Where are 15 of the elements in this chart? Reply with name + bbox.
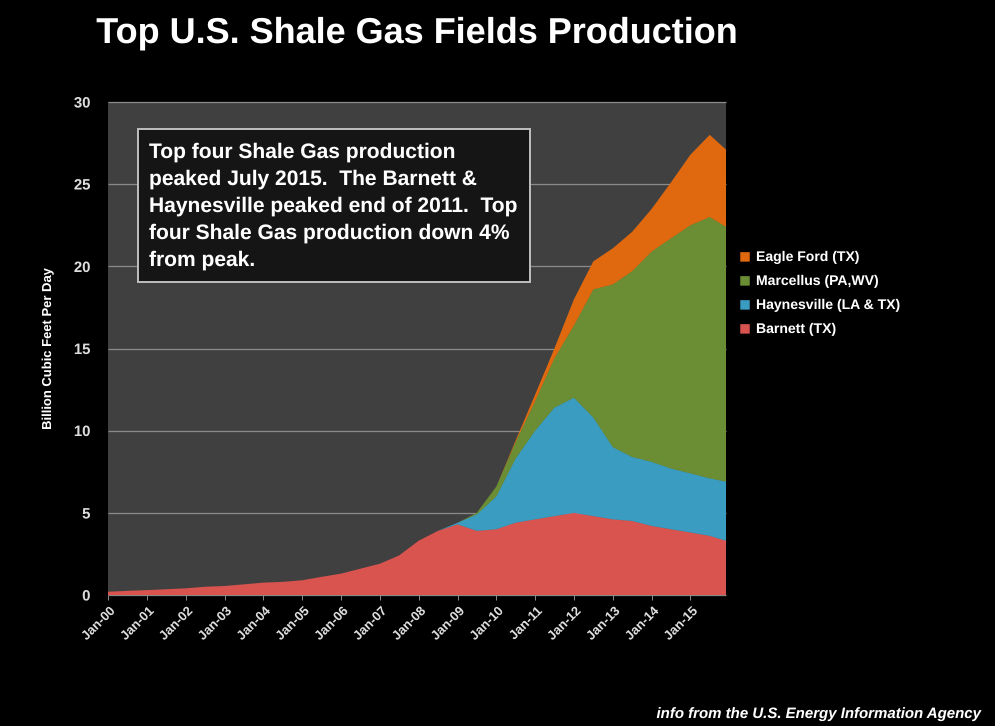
y-tick-label: 5 <box>82 505 90 522</box>
legend-label: Eagle Ford (TX) <box>756 248 860 264</box>
y-tick-label: 20 <box>74 258 90 276</box>
text: info from the U.S. Energy Information Agency <box>656 705 981 722</box>
chart-title: Top U.S. Shale Gas Fields Production <box>96 10 738 51</box>
y-tick-label: 15 <box>74 341 90 358</box>
legend-label: Haynesville (LA & TX) <box>756 296 900 312</box>
annotation: Top four Shale Gas production peaked July 2015. The Barnett & Haynesville peaked end of 2011. Top four Shale Gas production down 4% from peak. <box>137 128 531 283</box>
y-tick-label: 30 <box>74 94 90 112</box>
y-tick-label: 10 <box>74 423 90 440</box>
legend-label: Marcellus (PA,WV) <box>756 272 879 288</box>
legend-label: Barnett (TX) <box>756 320 836 336</box>
y-axis-title: Billion Cubic Feet Per Day <box>38 267 54 430</box>
y-tick-label: 0 <box>82 588 90 604</box>
y-tick-label: 25 <box>74 176 90 194</box>
